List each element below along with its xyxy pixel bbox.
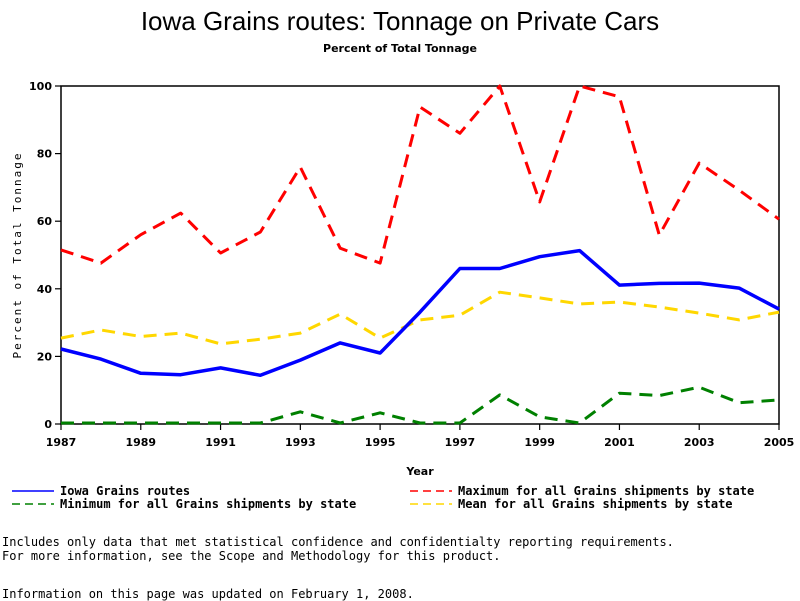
legend: Iowa Grains routes Maximum for all Grains… bbox=[12, 484, 754, 511]
series-layer bbox=[61, 86, 779, 423]
legend-label: Minimum for all Grains shipments by stat… bbox=[60, 497, 356, 511]
x-axis-title: Year bbox=[405, 465, 434, 478]
footnote-line-2: For more information, see the Scope and … bbox=[2, 549, 501, 563]
legend-label: Mean for all Grains shipments by state bbox=[458, 497, 733, 511]
line-chart: 0 20 40 60 80 100 1987 1989 1991 1993 1995 1997 1999… bbox=[0, 0, 800, 520]
x-tick-label: 1991 bbox=[205, 436, 236, 449]
y-tick-label: 60 bbox=[37, 215, 53, 228]
y-axis-title: Percent of Total Tonnage bbox=[11, 152, 24, 359]
footnote-line-1: Includes only data that met statistical … bbox=[2, 535, 674, 549]
series-line-0 bbox=[61, 251, 779, 376]
x-tick-label: 2005 bbox=[764, 436, 795, 449]
series-line-2 bbox=[61, 387, 779, 423]
x-tick-label: 1999 bbox=[524, 436, 555, 449]
x-tick-label: 1987 bbox=[46, 436, 77, 449]
y-tick-label: 20 bbox=[37, 350, 53, 363]
x-tick-label: 1995 bbox=[365, 436, 396, 449]
y-tick-label: 0 bbox=[44, 418, 52, 431]
legend-label: Maximum for all Grains shipments by stat… bbox=[458, 484, 754, 498]
x-tick-label: 1989 bbox=[125, 436, 156, 449]
series-line-1 bbox=[61, 86, 779, 263]
updated-note: Information on this page was updated on … bbox=[2, 587, 414, 601]
legend-label: Iowa Grains routes bbox=[60, 484, 190, 498]
y-tick-label: 40 bbox=[37, 283, 53, 296]
x-tick-label: 2001 bbox=[604, 436, 635, 449]
x-tick-label: 1993 bbox=[285, 436, 316, 449]
x-tick-label: 1997 bbox=[445, 436, 476, 449]
y-tick-label: 80 bbox=[37, 148, 53, 161]
x-tick-label: 2003 bbox=[684, 436, 715, 449]
series-line-3 bbox=[61, 292, 779, 344]
y-tick-label: 100 bbox=[29, 80, 52, 93]
